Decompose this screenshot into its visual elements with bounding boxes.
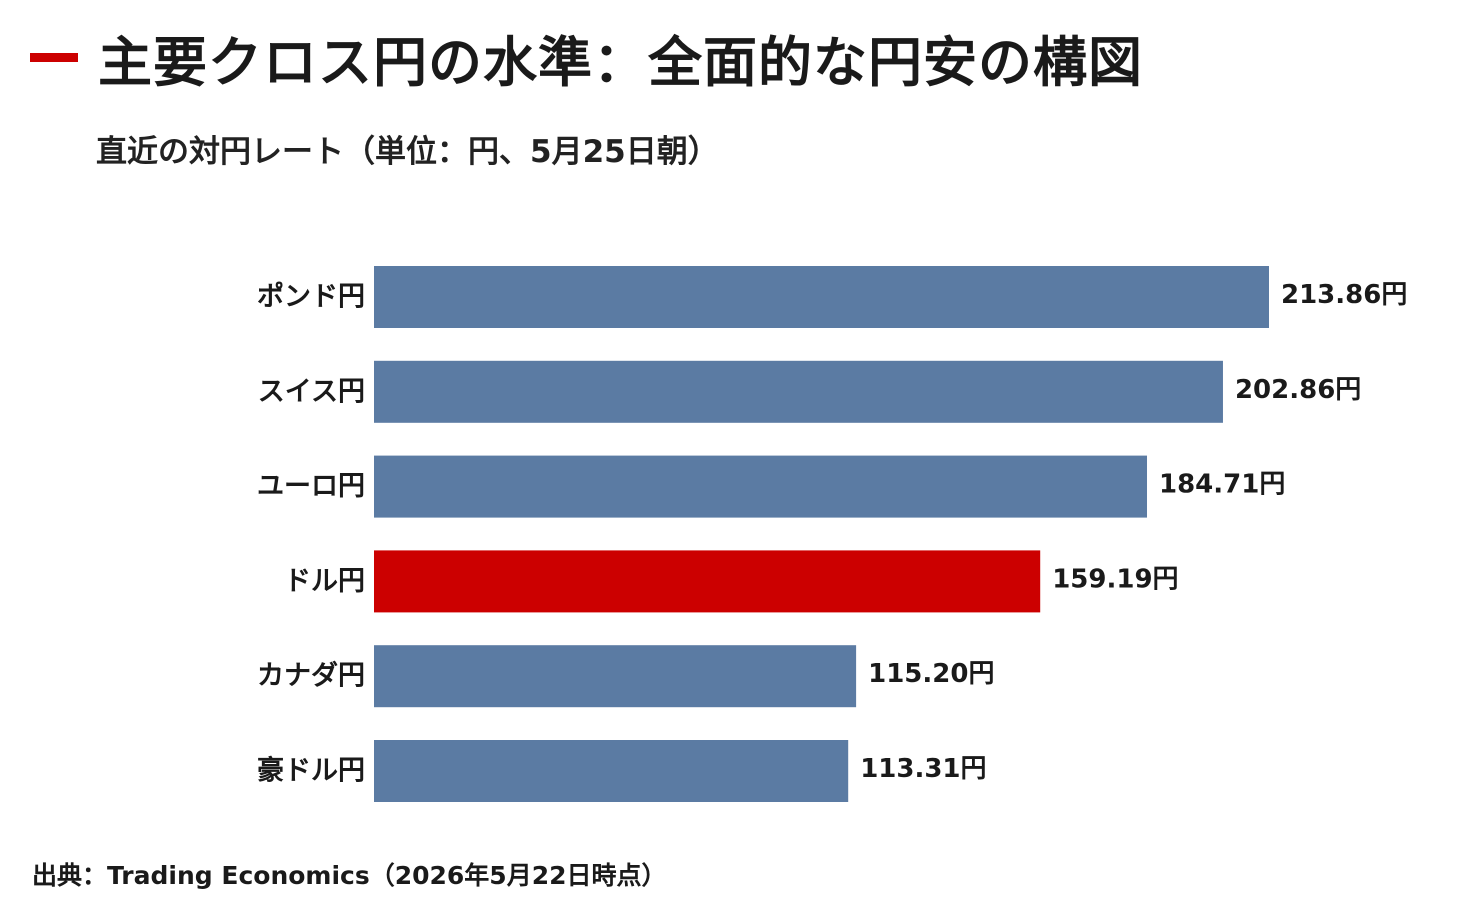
category-label: スイス円	[258, 376, 365, 407]
category-label: カナダ円	[257, 660, 365, 692]
chart-subtitle: 直近の対円レート（単位：円、5月25日朝）	[96, 134, 719, 170]
bar-5	[374, 740, 849, 802]
bar-0	[374, 266, 1269, 328]
source-note: 出典：Trading Economics（2026年5月22日時点）	[32, 861, 667, 890]
category-label: ドル円	[284, 566, 365, 597]
bar-1	[374, 360, 1223, 423]
value-label: 113.31円	[860, 754, 986, 784]
bar-4	[374, 645, 857, 708]
chart-title: 主要クロス円の水準：全面的な円安の構図	[98, 30, 1143, 94]
category-label: ポンド円	[257, 282, 365, 313]
value-label: 202.86円	[1235, 375, 1361, 405]
bar-2	[374, 455, 1148, 518]
value-label: 213.86円	[1281, 280, 1407, 310]
highlight-bar	[374, 550, 1041, 613]
value-label: 115.20円	[868, 659, 994, 689]
category-label: ユーロ円	[257, 471, 365, 502]
value-label: 184.71円	[1159, 470, 1285, 500]
title-accent-bar	[30, 52, 78, 62]
value-label: 159.19円	[1052, 564, 1178, 594]
category-label: 豪ドル円	[257, 755, 365, 787]
title-row: 主要クロス円の水準：全面的な円安の構図	[30, 22, 1143, 94]
